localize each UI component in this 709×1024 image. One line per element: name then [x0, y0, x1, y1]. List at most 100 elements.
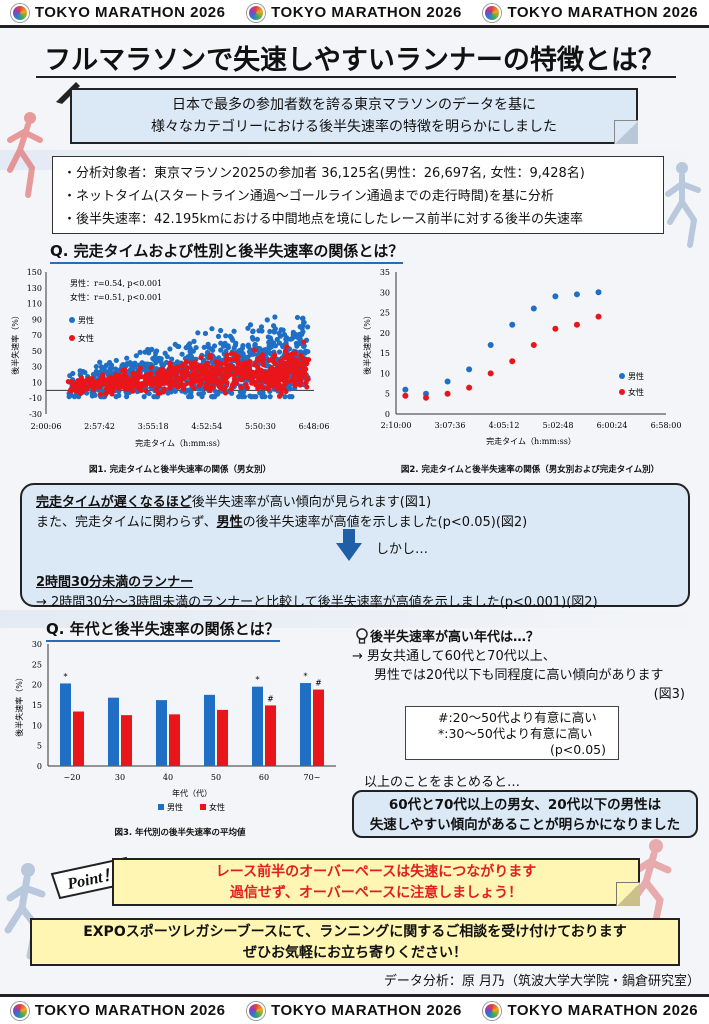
- correlation-annotation: 女性：r=0.51, p<0.001: [70, 292, 162, 302]
- female-runner-point: [260, 374, 266, 380]
- info-line: ・分析対象者：東京マラソン2025の参加者 36,125名(男性：26,697名…: [63, 166, 585, 181]
- male-runner-point: [93, 370, 99, 376]
- female-runner-point: [205, 373, 211, 379]
- female-runner-point: [81, 387, 87, 393]
- female-runner-point: [249, 380, 255, 386]
- male-runner-point: [256, 328, 262, 334]
- y-tick-label: 110: [27, 300, 42, 309]
- male-bar: [204, 694, 215, 766]
- male-runner-point: [294, 314, 301, 321]
- female-runner-point: [148, 370, 154, 376]
- y-tick-label: 10: [32, 721, 42, 730]
- female-runner-point: [266, 357, 273, 363]
- male-runner-point: [227, 333, 233, 339]
- male-runner-point: [276, 349, 283, 355]
- female-mean-point: [595, 313, 602, 320]
- y-tick-label: 5: [385, 390, 390, 399]
- page-fold-corner: [614, 120, 638, 144]
- female-runner-point: [238, 384, 244, 390]
- female-runner-point: [284, 344, 290, 350]
- runner-silhouette-icon: [7, 112, 43, 198]
- age-findings-text: 後半失速率が高い年代は…？ → 男女共通して60代と70代以上、 男性では20代…: [352, 628, 697, 704]
- female-runner-point: [183, 359, 189, 365]
- y-tick-label: 5: [37, 742, 42, 751]
- marathon-logo-icon: [483, 1001, 502, 1020]
- female-runner-point: [215, 359, 221, 366]
- significance-mark: *: [256, 676, 260, 685]
- marathon-logo-icon: [247, 3, 266, 22]
- female-runner-point: [179, 383, 185, 389]
- male-runner-point: [205, 341, 211, 347]
- x-axis-label: 完走タイム（h:mm:ss）: [135, 438, 225, 448]
- legend-marker-female: [69, 335, 75, 341]
- header-brand-bar: TOKYO MARATHON 2026 TOKYO MARATHON 2026 …: [0, 0, 709, 28]
- female-runner-point: [255, 386, 261, 392]
- female-runner-point: [297, 382, 303, 388]
- female-mean-point: [530, 342, 537, 349]
- y-axis-label: 後半失速率（%）: [362, 311, 372, 375]
- x-tick-label: 4:05:12: [489, 421, 520, 430]
- male-runner-point: [288, 336, 294, 342]
- male-runner-point: [297, 340, 303, 347]
- y-tick-label: 10: [32, 378, 42, 387]
- female-runner-point: [229, 350, 235, 356]
- x-tick-label: 4:52:54: [191, 422, 222, 431]
- age-findings-line: → 男女共通して60代と70代以上、: [352, 649, 556, 664]
- female-runner-point: [156, 373, 162, 379]
- significance-line: *:30～50代より有意に高い: [438, 726, 593, 741]
- female-runner-point: [243, 373, 249, 379]
- female-runner-point: [252, 347, 258, 353]
- brand-logo-group: TOKYO MARATHON 2026: [10, 3, 226, 22]
- female-runner-point: [182, 373, 188, 379]
- age-findings-line: 男性では20代以下も同程度に高い傾向があります: [374, 668, 664, 683]
- female-runner-point: [198, 355, 204, 361]
- female-runner-point: [281, 384, 287, 391]
- female-runner-point: [143, 388, 149, 394]
- female-runner-point: [207, 355, 213, 361]
- expo-notice-box: EXPOスポーツレガシーブースにて、ランニングに関するご相談を受け付けております…: [30, 918, 680, 966]
- y-axis-label: 後半失速率（%）: [14, 673, 24, 737]
- analysis-info-box: ・分析対象者：東京マラソン2025の参加者 36,125名(男性：26,697名…: [52, 156, 664, 234]
- male-runner-point: [283, 336, 289, 342]
- female-runner-point: [291, 374, 297, 380]
- female-runner-point: [78, 381, 84, 387]
- y-tick-label: 150: [27, 268, 42, 277]
- runner-silhouette-icon: [665, 162, 701, 248]
- female-runner-point: [198, 380, 204, 386]
- male-runner-point: [98, 364, 105, 370]
- male-runner-point: [126, 369, 132, 375]
- brand-label: TOKYO MARATHON 2026: [507, 4, 699, 21]
- male-runner-point: [132, 360, 138, 366]
- female-runner-point: [126, 379, 132, 385]
- male-runner-point: [176, 343, 182, 350]
- male-runner-point: [208, 346, 215, 352]
- male-runner-point: [245, 325, 251, 331]
- x-tick-label: 3:55:18: [138, 422, 169, 431]
- female-runner-point: [267, 371, 273, 378]
- point-line: 過信せず、オーバーペースに注意しましょう！: [229, 885, 523, 901]
- female-runner-point: [222, 390, 229, 396]
- male-runner-point: [123, 394, 130, 400]
- male-mean-point: [466, 366, 473, 373]
- female-runner-point: [91, 380, 97, 387]
- male-runner-point: [225, 344, 231, 351]
- x-tick-label: 60: [259, 773, 269, 782]
- male-runner-point: [254, 336, 260, 342]
- male-runner-point: [250, 351, 256, 357]
- legend-marker-male: [619, 373, 625, 379]
- x-tick-label: 30: [115, 773, 125, 782]
- male-mean-point: [509, 321, 516, 328]
- y-tick-label: -30: [29, 410, 42, 419]
- info-line: ・後半失速率：42.195kmにおける中間地点を境にしたレース前半に対する後半の…: [63, 212, 584, 227]
- expo-line: ぜひお気軽にお立ち寄りください！: [243, 945, 467, 961]
- down-arrow-icon: [336, 529, 362, 561]
- female-runner-point: [96, 378, 102, 384]
- marathon-logo-icon: [247, 1001, 266, 1020]
- male-runner-point: [245, 354, 251, 360]
- significance-mark: *: [304, 672, 308, 681]
- point-message-box: レース前半のオーバーペースは失速につながります 過信せず、オーバーペースに注意し…: [112, 858, 640, 906]
- male-runner-point: [305, 348, 311, 355]
- female-runner-point: [114, 379, 120, 385]
- female-runner-point: [200, 364, 206, 370]
- female-runner-point: [246, 368, 253, 374]
